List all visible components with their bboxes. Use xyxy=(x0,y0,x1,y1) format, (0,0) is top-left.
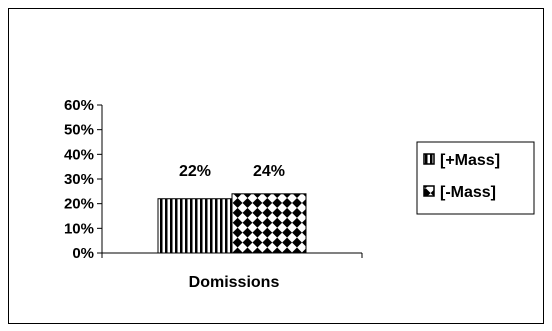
legend-label: [-Mass] xyxy=(440,184,496,201)
y-tick-label: 40% xyxy=(64,146,94,163)
y-tick-label: 20% xyxy=(64,196,94,213)
legend-swatch xyxy=(423,153,435,165)
legend-label: [+Mass] xyxy=(440,152,500,169)
data-label: 24% xyxy=(253,163,285,180)
y-tick-label: 10% xyxy=(64,220,94,237)
data-labels: 22% 24% xyxy=(179,163,285,180)
bars xyxy=(157,193,307,254)
bar-plus-mass xyxy=(157,198,233,254)
y-tick-label: 30% xyxy=(64,171,94,188)
y-tick-label: 60% xyxy=(64,97,94,114)
axes: 0% 10% 20% 30% 40% 50% 60% Domissions xyxy=(64,97,363,291)
y-tick-label: 0% xyxy=(72,245,94,262)
data-label: 22% xyxy=(179,163,211,180)
x-category-label: Domissions xyxy=(189,274,280,291)
legend: [+Mass] [-Mass] xyxy=(416,141,535,215)
legend-box xyxy=(416,141,535,215)
y-tick-label: 50% xyxy=(64,122,94,139)
legend-swatch xyxy=(423,185,435,197)
bar-minus-mass xyxy=(231,193,307,254)
